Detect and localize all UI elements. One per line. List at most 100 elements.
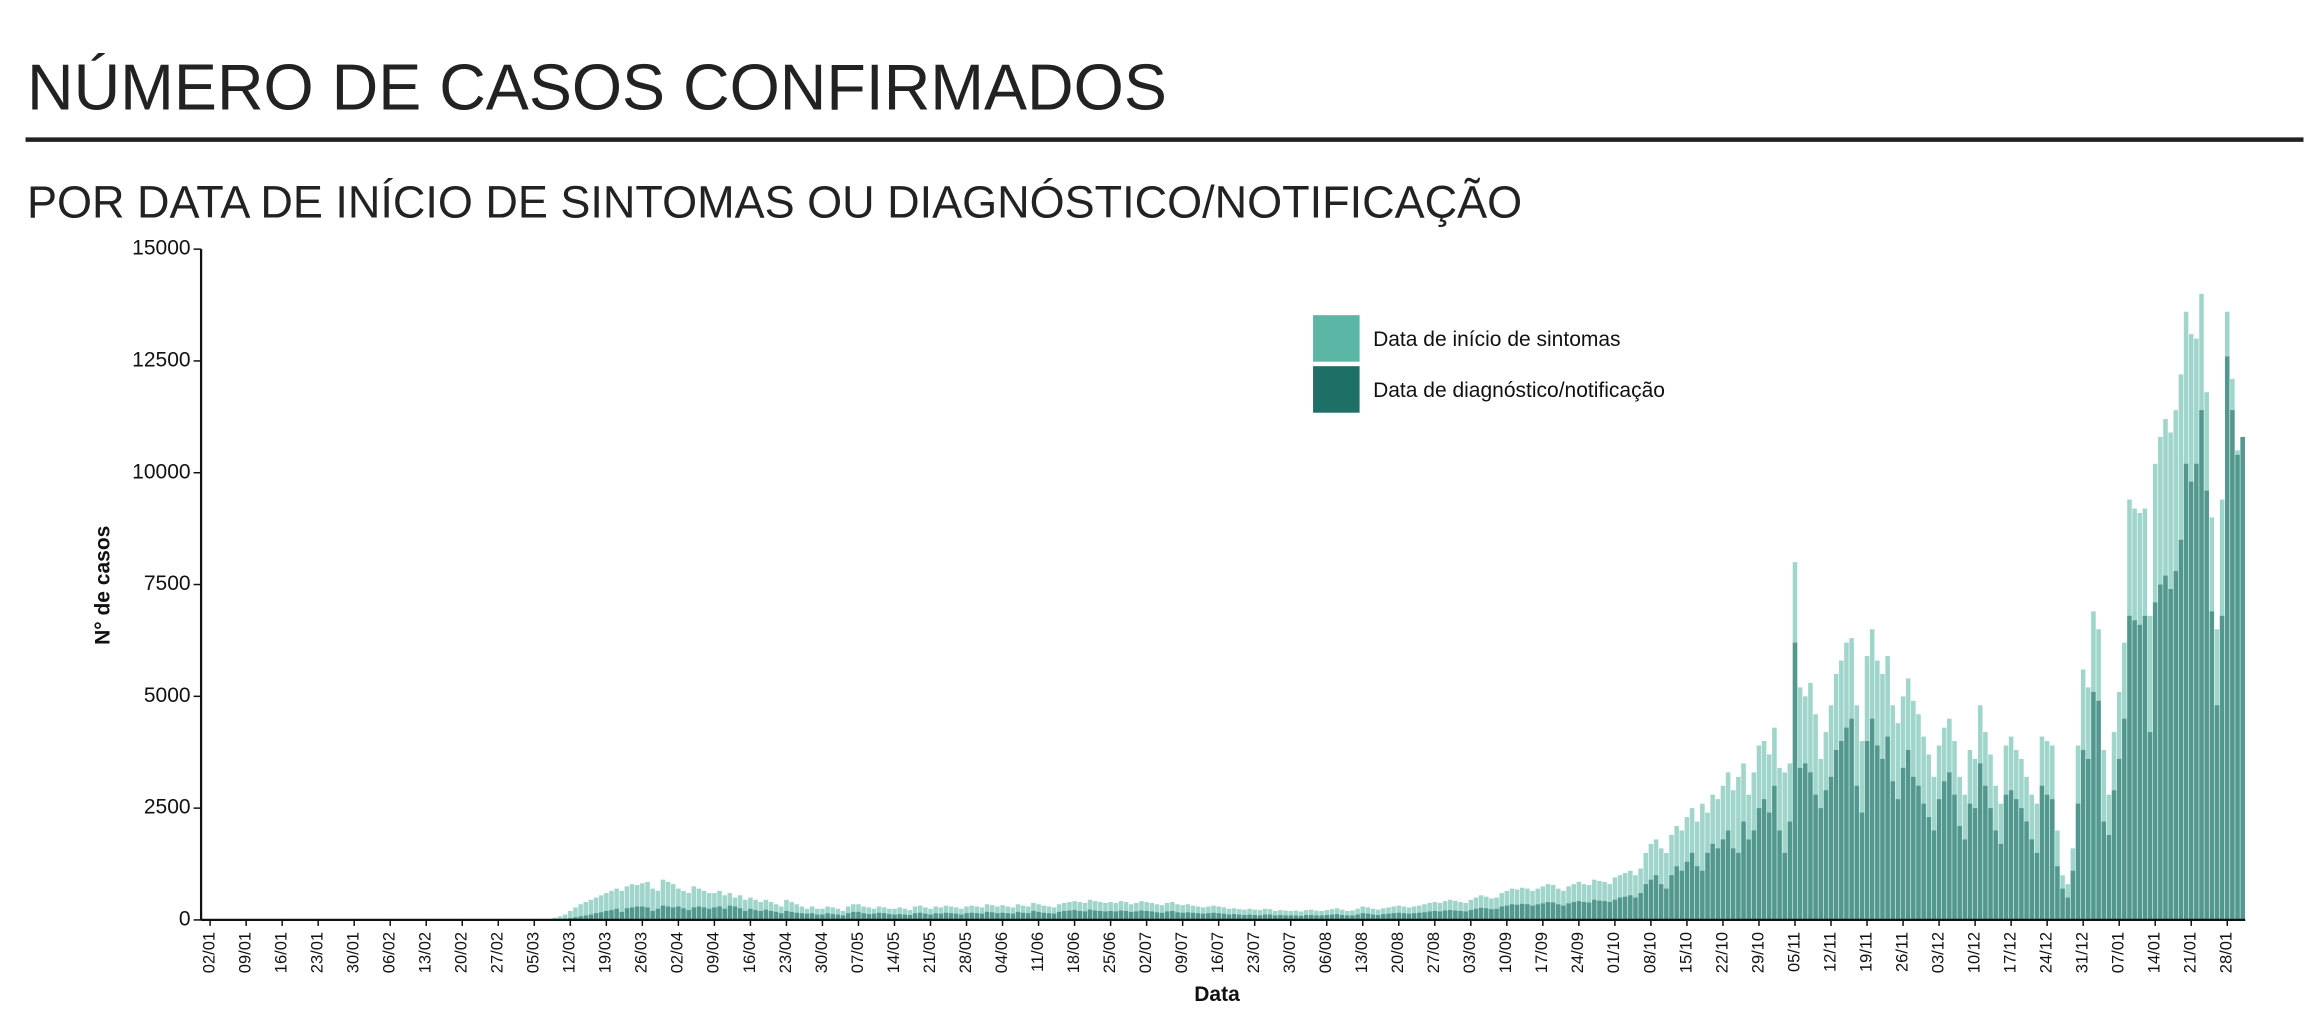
bar — [840, 915, 846, 920]
bar — [676, 906, 681, 920]
x-tick-label: 01/10 — [1605, 932, 1623, 973]
bar — [892, 914, 897, 920]
bar — [1273, 915, 1278, 920]
bar — [1221, 913, 1227, 920]
x-tick-label: 23/07 — [1245, 932, 1263, 973]
bar — [1633, 897, 1638, 920]
bar — [1463, 911, 1468, 920]
x-tick-label: 02/07 — [1137, 932, 1155, 973]
bar — [1561, 905, 1566, 920]
bars — [552, 293, 2245, 920]
bar — [1067, 910, 1072, 920]
bar — [1736, 852, 1741, 920]
bar — [1746, 839, 1751, 920]
bar — [660, 905, 666, 920]
y-tick-label: 12500 — [132, 348, 190, 371]
bar — [2106, 834, 2112, 920]
bar — [845, 913, 851, 920]
x-tick-label: 03/12 — [1929, 932, 1947, 973]
bar — [830, 907, 836, 920]
bar — [1139, 910, 1144, 920]
bar — [1051, 913, 1057, 920]
bar — [1839, 741, 1844, 920]
bar — [871, 913, 877, 920]
bar — [1164, 911, 1170, 920]
bar — [2075, 803, 2081, 920]
bar — [1010, 913, 1016, 920]
bar — [1617, 897, 1623, 920]
bar — [1736, 776, 1741, 920]
bar — [722, 895, 727, 920]
bar — [1658, 884, 1664, 920]
bar — [1339, 915, 1345, 920]
bar — [1020, 912, 1026, 920]
bar — [892, 908, 897, 920]
bar — [629, 884, 635, 920]
bar — [1350, 915, 1355, 920]
bar — [604, 910, 609, 920]
bar — [758, 910, 763, 920]
bar — [1293, 910, 1299, 920]
bar — [784, 899, 789, 920]
bar — [1252, 915, 1257, 920]
chart-subtitle: POR DATA DE INÍCIO DE SINTOMAS OU DIAGNÓ… — [27, 177, 1522, 228]
bar — [1473, 908, 1479, 920]
x-tick-label: 23/04 — [777, 932, 795, 973]
x-tick-label: 23/01 — [309, 932, 327, 973]
y-tick-label: 7500 — [144, 572, 191, 595]
bar — [1355, 914, 1360, 920]
bar — [1926, 817, 1932, 920]
x-tick-label: 27/08 — [1425, 932, 1443, 973]
bar — [1159, 912, 1165, 920]
bar — [2178, 539, 2184, 920]
bar — [573, 907, 578, 920]
bar — [969, 912, 974, 920]
bar — [1350, 910, 1355, 920]
bar — [1375, 909, 1381, 920]
bar — [1309, 909, 1314, 920]
bar — [1766, 812, 1772, 920]
bar — [2008, 790, 2014, 920]
bar — [1458, 910, 1463, 920]
bar — [1273, 910, 1278, 920]
bar — [974, 913, 980, 920]
bar — [1638, 893, 1643, 920]
bar — [593, 897, 599, 920]
bar — [1252, 909, 1257, 920]
bar — [598, 895, 604, 920]
bar — [1447, 910, 1453, 920]
bar — [1859, 812, 1865, 920]
bar — [1967, 803, 1973, 920]
bar — [830, 914, 836, 920]
bar — [665, 906, 671, 920]
bar — [1844, 727, 1849, 920]
bar — [861, 913, 866, 920]
bar — [1000, 912, 1005, 920]
bar — [1422, 904, 1427, 920]
bar — [1154, 904, 1160, 920]
bar — [1684, 861, 1690, 920]
bar — [588, 914, 594, 920]
bar — [1509, 904, 1515, 920]
bar — [1154, 912, 1160, 920]
bar — [1427, 911, 1432, 920]
x-tick-label: 21/01 — [2182, 932, 2200, 973]
chart-title: NÚMERO DE CASOS CONFIRMADOS — [27, 52, 1167, 124]
bar — [1725, 830, 1731, 920]
bar — [2158, 584, 2163, 920]
bar — [2137, 624, 2143, 920]
bar — [712, 907, 717, 920]
bar — [1643, 884, 1649, 920]
bar — [1880, 758, 1885, 920]
bar — [809, 913, 815, 920]
bar — [1571, 884, 1577, 920]
bar — [923, 913, 928, 920]
bar — [2194, 463, 2199, 920]
bar — [1607, 902, 1613, 920]
bar — [691, 886, 697, 920]
bar — [840, 910, 846, 920]
y-tick-label: 15000 — [132, 237, 190, 260]
bar — [712, 893, 717, 920]
bar — [634, 906, 640, 920]
bar — [1514, 904, 1520, 920]
